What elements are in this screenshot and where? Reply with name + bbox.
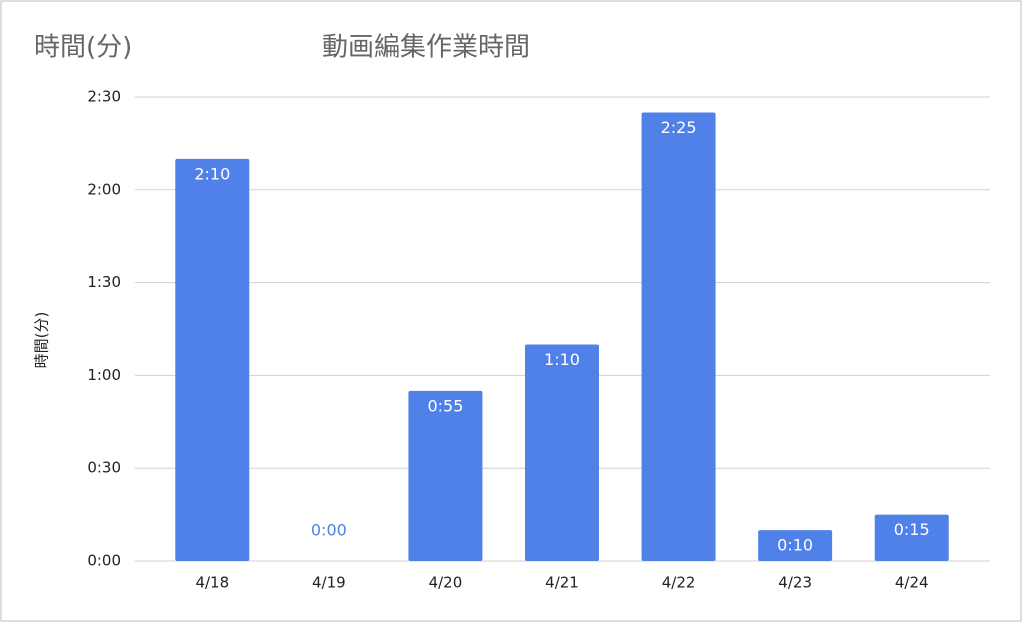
bar (408, 390, 483, 561)
x-tick-label: 4/22 (662, 574, 696, 592)
bar (874, 514, 949, 561)
x-tick-label: 4/24 (895, 574, 929, 592)
corner-label: 時間(分) (34, 33, 132, 63)
chart-title: 動画編集作業時間 (322, 33, 530, 63)
bar (525, 344, 599, 561)
x-tick-label: 4/23 (778, 574, 812, 592)
x-tick-label: 4/18 (195, 574, 229, 592)
value-label: 2:10 (194, 164, 230, 183)
y-axis-label: 時間(分) (33, 312, 51, 369)
value-label: 0:10 (777, 536, 813, 555)
y-tick-label: 0:30 (87, 459, 121, 477)
y-tick-label: 2:00 (87, 180, 121, 198)
y-tick-label: 2:30 (87, 88, 121, 106)
x-tick-label: 4/19 (312, 574, 346, 592)
x-tick-label: 4/21 (545, 574, 579, 592)
bar (175, 158, 250, 561)
value-label: 0:15 (894, 520, 930, 539)
bar (641, 112, 716, 561)
x-tick-label: 4/20 (429, 574, 463, 592)
y-tick-label: 0:00 (87, 552, 121, 570)
value-label: 1:10 (544, 350, 580, 369)
bar (758, 530, 833, 561)
y-tick-label: 1:30 (87, 273, 121, 291)
y-tick-label: 1:00 (87, 366, 121, 384)
value-label: 2:25 (661, 118, 697, 137)
value-label: 0:55 (427, 396, 463, 415)
value-label: 0:00 (311, 521, 347, 540)
